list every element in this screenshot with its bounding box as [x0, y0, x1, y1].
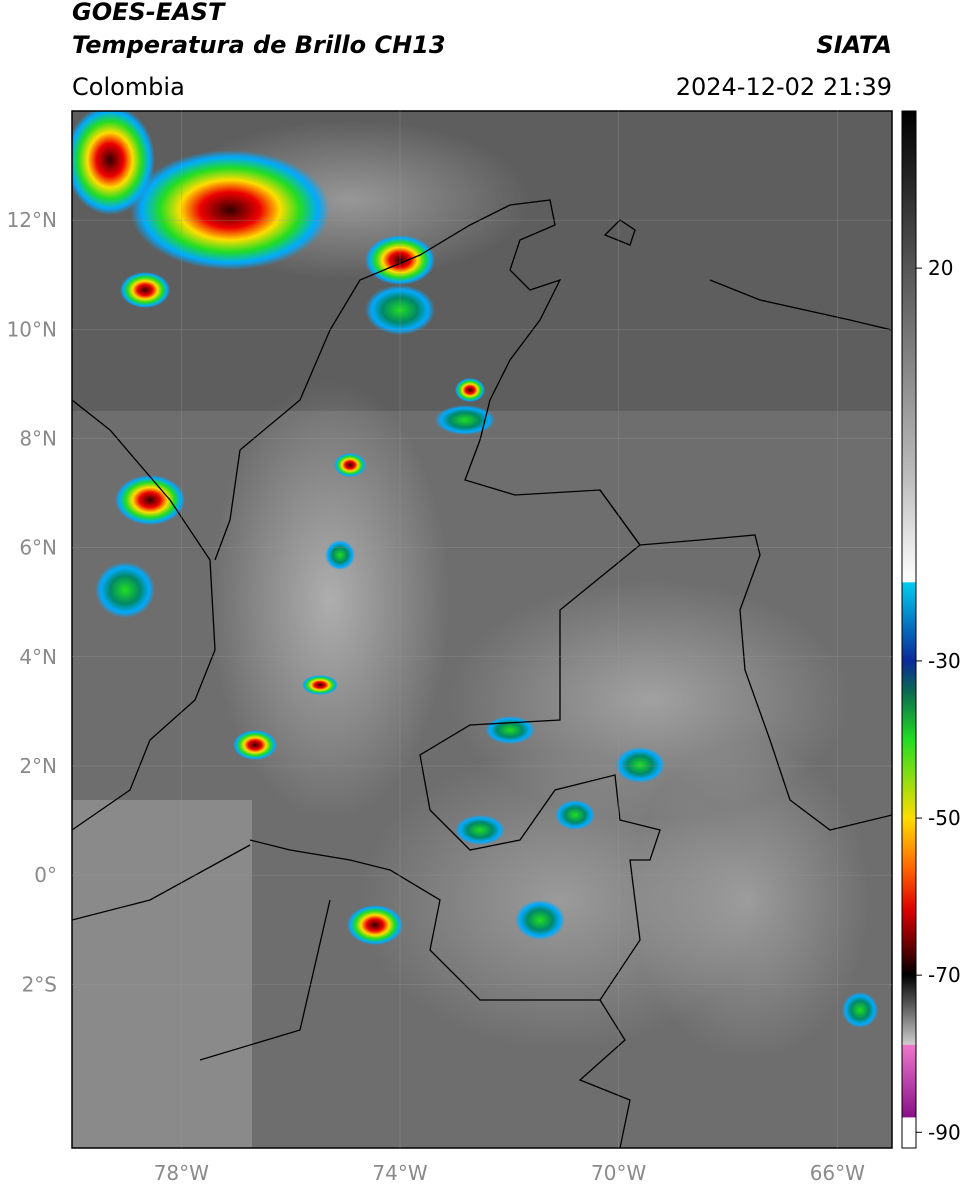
- colorbar-tick-label: -50: [928, 806, 961, 830]
- lon-tick-label: 78°W: [154, 1161, 209, 1185]
- source: SIATA: [816, 31, 892, 59]
- lat-tick-label: 10°N: [7, 317, 57, 341]
- lat-tick-label: 0°: [34, 863, 57, 887]
- map-ticks: 78°W 74°W 70°W 66°W 12°N 10°N 8°N 6°N 4°N 2°N 0° 2°…: [7, 208, 866, 1185]
- product: Temperatura de Brillo CH13: [72, 31, 446, 59]
- colorbar-tick-label: -70: [928, 963, 961, 987]
- map-frame: [71, 110, 893, 1149]
- lat-tick-label: 12°N: [7, 208, 57, 232]
- lon-tick-label: 66°W: [810, 1161, 865, 1185]
- satellite: GOES-EAST: [72, 0, 226, 26]
- colorbar-tick-label: -30: [928, 649, 961, 673]
- lat-tick-label: 6°N: [19, 536, 57, 560]
- satellite-image: [72, 111, 892, 1148]
- colorbar-ticks: 20 -30 -50 -70 -90: [916, 256, 961, 1144]
- colorbar-tick-label: 20: [928, 256, 953, 280]
- colorbar-tick-label: -90: [928, 1120, 961, 1144]
- lat-tick-label: 8°N: [19, 426, 57, 450]
- lon-tick-label: 70°W: [591, 1161, 646, 1185]
- lat-tick-label: 4°N: [19, 645, 57, 669]
- datetime: 2024-12-02 21:39: [676, 73, 892, 101]
- lon-tick-label: 74°W: [372, 1161, 427, 1185]
- region: Colombia: [72, 73, 185, 101]
- colorbar: [901, 110, 917, 1149]
- lat-tick-label: 2°N: [19, 754, 57, 778]
- graticule: [72, 111, 892, 1148]
- lat-tick-label: 2°S: [22, 972, 57, 996]
